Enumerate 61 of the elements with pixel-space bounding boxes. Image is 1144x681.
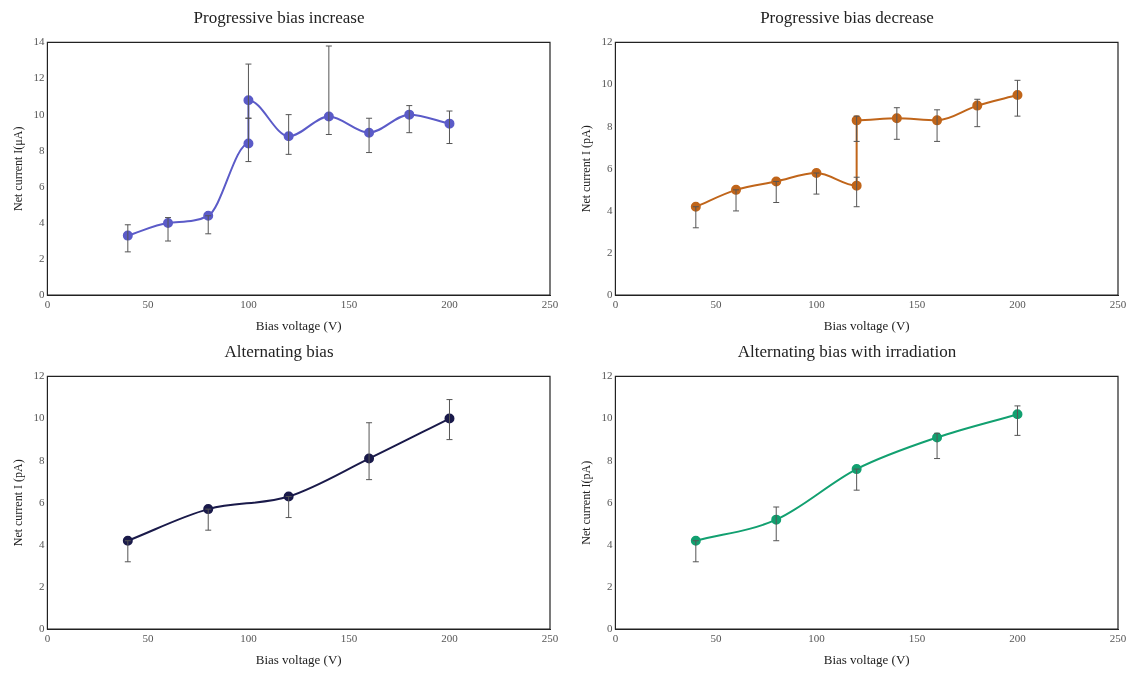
y-tick-label: 4	[38, 537, 45, 550]
y-tick-label: 12	[33, 369, 45, 382]
y-tick-label: 8	[38, 453, 45, 466]
x-tick-label: 250	[1109, 631, 1127, 644]
y-tick-label: 10	[601, 77, 613, 90]
x-axis-title: Bias voltage (V)	[823, 651, 910, 667]
x-tick-label: 100	[808, 297, 826, 310]
x-tick-label: 250	[541, 631, 559, 644]
y-tick-label: 6	[38, 495, 45, 508]
y-axis-title: Net current I(μA)	[11, 126, 26, 211]
x-tick-label: 250	[541, 297, 559, 310]
x-tick-label: 200	[441, 297, 459, 310]
x-tick-label: 100	[240, 631, 258, 644]
y-tick-label: 12	[33, 71, 45, 84]
x-tick-label: 200	[1009, 631, 1027, 644]
x-tick-label: 200	[441, 631, 459, 644]
y-tick-label: 4	[606, 537, 613, 550]
y-axis-title: Net current I(pA)	[579, 460, 594, 545]
y-tick-label: 0	[38, 622, 45, 635]
x-tick-label: 50	[142, 297, 154, 310]
x-tick-label: 150	[908, 297, 926, 310]
chart-title: Progressive bias increase	[193, 7, 365, 27]
y-axis-title: Net current I (pA)	[11, 459, 26, 547]
x-tick-label: 50	[710, 631, 722, 644]
y-tick-label: 2	[606, 579, 613, 592]
x-tick-label: 50	[710, 297, 722, 310]
x-tick-label: 250	[1109, 297, 1127, 310]
y-tick-label: 14	[33, 35, 45, 48]
x-axis-title: Bias voltage (V)	[255, 651, 342, 667]
y-tick-label: 12	[601, 35, 613, 48]
y-tick-label: 6	[606, 161, 613, 174]
chart-title: Alternating bias with irradiation	[737, 341, 957, 361]
y-tick-label: 6	[606, 495, 613, 508]
x-tick-label: 50	[142, 631, 154, 644]
y-tick-label: 12	[601, 369, 613, 382]
y-tick-label: 2	[38, 251, 45, 264]
x-axis-title: Bias voltage (V)	[255, 317, 342, 333]
y-axis-title: Net current I (pA)	[579, 125, 594, 213]
x-tick-label: 100	[808, 631, 826, 644]
y-tick-label: 10	[601, 411, 613, 424]
x-tick-label: 150	[908, 631, 926, 644]
y-tick-label: 10	[33, 411, 45, 424]
y-tick-label: 2	[38, 579, 45, 592]
y-tick-label: 0	[606, 622, 613, 635]
x-tick-label: 200	[1009, 297, 1027, 310]
y-tick-label: 6	[38, 179, 45, 192]
chart-title: Progressive bias decrease	[760, 7, 934, 27]
y-tick-label: 4	[606, 203, 613, 216]
y-tick-label: 0	[38, 288, 45, 301]
y-tick-label: 4	[38, 215, 45, 228]
y-tick-label: 8	[606, 453, 613, 466]
y-tick-label: 0	[606, 288, 613, 301]
x-tick-label: 150	[340, 631, 358, 644]
x-axis-title: Bias voltage (V)	[823, 317, 910, 333]
y-tick-label: 2	[606, 245, 613, 258]
chart-title: Alternating bias	[224, 341, 334, 361]
y-tick-label: 8	[38, 143, 45, 156]
y-tick-label: 8	[606, 119, 613, 132]
x-tick-label: 150	[340, 297, 358, 310]
x-tick-label: 100	[240, 297, 258, 310]
y-tick-label: 10	[33, 107, 45, 120]
